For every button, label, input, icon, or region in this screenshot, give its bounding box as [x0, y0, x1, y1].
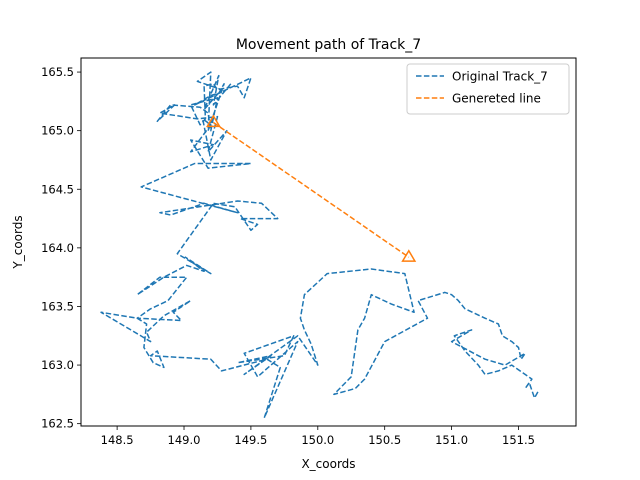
y-axis-ticks: 162.5 163.0 163.5 164.0 164.5 165.0 165.5 — [41, 65, 81, 431]
y-axis-label: Y_coords — [11, 215, 25, 269]
chart-title: Movement path of Track_7 — [236, 37, 421, 53]
y-tick-label: 165.5 — [41, 65, 74, 79]
x-tick-label: 149.5 — [234, 433, 267, 447]
generated-line — [212, 121, 410, 258]
x-axis-label: X_coords — [301, 457, 355, 471]
x-tick-label: 148.5 — [101, 433, 134, 447]
generated-endpoint-marker — [401, 249, 417, 262]
x-tick-label: 151.0 — [435, 433, 468, 447]
x-tick-label: 150.0 — [301, 433, 334, 447]
y-tick-label: 162.5 — [41, 417, 74, 431]
series-group — [100, 71, 540, 419]
legend-label-generated: Genereted line — [452, 92, 541, 106]
x-tick-label: 149.0 — [168, 433, 201, 447]
y-tick-label: 165.0 — [41, 124, 74, 138]
y-tick-label: 164.0 — [41, 241, 74, 255]
legend: Original Track_7 Genereted line — [406, 63, 570, 115]
generated-endpoint-marker — [205, 114, 221, 128]
y-tick-label: 164.5 — [41, 182, 74, 196]
x-axis-ticks: 148.5 149.0 149.5 150.0 150.5 151.0 151.5 — [101, 426, 535, 447]
y-tick-label: 163.5 — [41, 299, 74, 313]
x-tick-label: 150.5 — [368, 433, 401, 447]
legend-label-original: Original Track_7 — [452, 70, 548, 84]
original-track-line — [100, 71, 540, 419]
legend-frame — [406, 63, 570, 115]
x-tick-label: 151.5 — [502, 433, 535, 447]
y-tick-label: 163.0 — [41, 358, 74, 372]
plot-frame — [80, 57, 577, 427]
